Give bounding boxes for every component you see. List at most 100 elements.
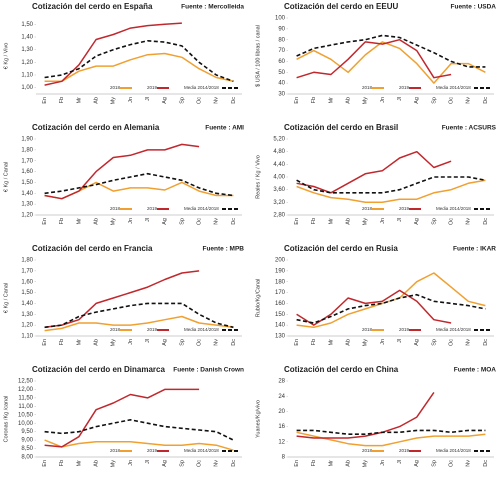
y-tick-label: 12 (278, 439, 285, 445)
x-tick-label: My (363, 460, 369, 468)
y-tick-label: 60 (278, 59, 285, 65)
x-tick-label: Fb (311, 339, 317, 345)
x-tick-label: Mr (328, 218, 334, 225)
y-tick-label: 1,50 (21, 180, 33, 186)
y-tick-label: 1,40 (21, 35, 33, 41)
y-tick-label: 200 (275, 258, 286, 264)
y-tick-label: 80 (278, 37, 285, 43)
x-tick-label: Oc (197, 339, 203, 346)
x-tick-label: Fb (311, 460, 317, 466)
x-tick-label: Ag (414, 339, 420, 346)
legend-label: 2019 (147, 85, 158, 90)
legend-label: Media 2014/2018 (436, 448, 471, 453)
legend-label: Media 2014/2018 (184, 327, 219, 332)
x-tick-label: Nv (466, 218, 472, 225)
chart-title: Cotización del cerdo en Brasil (284, 123, 398, 132)
y-tick-label: 28 (278, 379, 285, 385)
x-tick-label: Oc (449, 218, 455, 225)
y-tick-label: 16 (278, 424, 285, 430)
x-tick-label: Jn (128, 218, 134, 224)
chart-title: Cotización del cerdo en Alemania (32, 123, 160, 132)
legend-label: 2018 (362, 327, 373, 332)
x-tick-label: Nv (466, 460, 472, 467)
x-tick-label: Jl (145, 460, 151, 464)
x-tick-label: Ab (346, 460, 352, 467)
x-tick-label: Jn (380, 218, 386, 224)
series-line (296, 176, 486, 194)
x-tick-label: Jl (397, 339, 403, 343)
series-line (44, 315, 234, 332)
legend-label: 2018 (362, 85, 373, 90)
x-tick-label: Ag (414, 218, 420, 225)
y-tick-label: 20 (278, 409, 285, 415)
legend-label: 2019 (147, 327, 158, 332)
y-tick-label: 9,50 (21, 429, 33, 435)
y-axis-label: € Kg / Canal (3, 283, 9, 313)
y-tick-label: 4,80 (273, 149, 285, 155)
y-tick-label: 1,90 (21, 137, 33, 143)
x-tick-label: Dc (231, 97, 237, 104)
legend-label: 2019 (147, 448, 158, 453)
series-line (44, 302, 234, 329)
chart-source: Fuente : Mercolleida (181, 4, 244, 11)
x-tick-label: Ag (162, 97, 168, 104)
y-axis-label: € Kg / Vivo (3, 43, 9, 70)
y-tick-label: 1,20 (21, 60, 33, 66)
y-tick-label: 100 (275, 16, 286, 22)
series-line (296, 41, 486, 84)
y-tick-label: 1,40 (21, 301, 33, 307)
series-line (44, 419, 234, 441)
y-tick-label: 70 (278, 48, 285, 54)
x-tick-label: Mr (328, 97, 334, 104)
x-tick-label: Oc (449, 460, 455, 467)
x-tick-label: Jn (128, 460, 134, 466)
x-tick-label: Mr (328, 460, 334, 467)
chart-title: Cotización del cerdo en EEUU (284, 2, 398, 11)
y-tick-label: 1,80 (21, 147, 33, 153)
legend-label: Media 2014/2018 (184, 448, 219, 453)
series-line (296, 431, 486, 447)
y-tick-label: 180 (275, 279, 286, 285)
legend-label: 2018 (110, 448, 121, 453)
x-tick-label: Ab (346, 339, 352, 346)
y-axis-label: € Kg / Canal (3, 162, 9, 192)
y-tick-label: 3,20 (273, 200, 285, 206)
x-tick-label: Sp (431, 97, 437, 104)
chart-source: Fuente : AMI (205, 125, 244, 132)
x-tick-label: Ab (346, 218, 352, 225)
y-tick-label: 150 (275, 312, 286, 318)
y-tick-label: 1,20 (21, 213, 33, 219)
x-tick-label: Jl (145, 339, 151, 343)
x-tick-label: Ab (94, 97, 100, 104)
x-tick-label: Sp (179, 218, 185, 225)
legend-label: 2018 (110, 85, 121, 90)
x-tick-label: Jn (128, 339, 134, 345)
x-tick-label: Oc (197, 218, 203, 225)
legend-label: 2019 (147, 206, 158, 211)
y-tick-label: 1,40 (21, 191, 33, 197)
y-tick-label: 1,50 (21, 22, 33, 28)
y-tick-label: 9,00 (21, 438, 33, 444)
x-tick-label: Dc (483, 97, 489, 104)
x-tick-label: En (42, 97, 48, 104)
x-tick-label: Sp (431, 460, 437, 467)
x-tick-label: Nv (466, 339, 472, 346)
y-axis-label: $ USA / 100 libras / canal (255, 25, 261, 87)
x-tick-label: Sp (431, 339, 437, 346)
y-tick-label: 170 (275, 290, 286, 296)
y-tick-label: 190 (275, 268, 286, 274)
y-axis-label: Yuanes/Kg/vivo (255, 400, 261, 438)
y-axis-label: Coronas /Kg /canal (3, 396, 9, 443)
y-tick-label: 11,00 (18, 404, 33, 410)
y-tick-label: 140 (275, 323, 286, 329)
legend-label: 2018 (362, 206, 373, 211)
y-tick-label: 12,50 (18, 379, 34, 385)
x-tick-label: Nv (214, 339, 220, 346)
y-tick-label: 1,70 (21, 268, 33, 274)
series-line (296, 293, 486, 324)
y-axis-label: Reales / Kg / Vivo (255, 155, 261, 199)
chart-source: Fuente : ACSURS (442, 125, 497, 132)
chart-source: Fuente : Danish Crown (173, 367, 244, 374)
x-tick-label: Mr (76, 339, 82, 346)
x-tick-label: My (111, 218, 117, 226)
